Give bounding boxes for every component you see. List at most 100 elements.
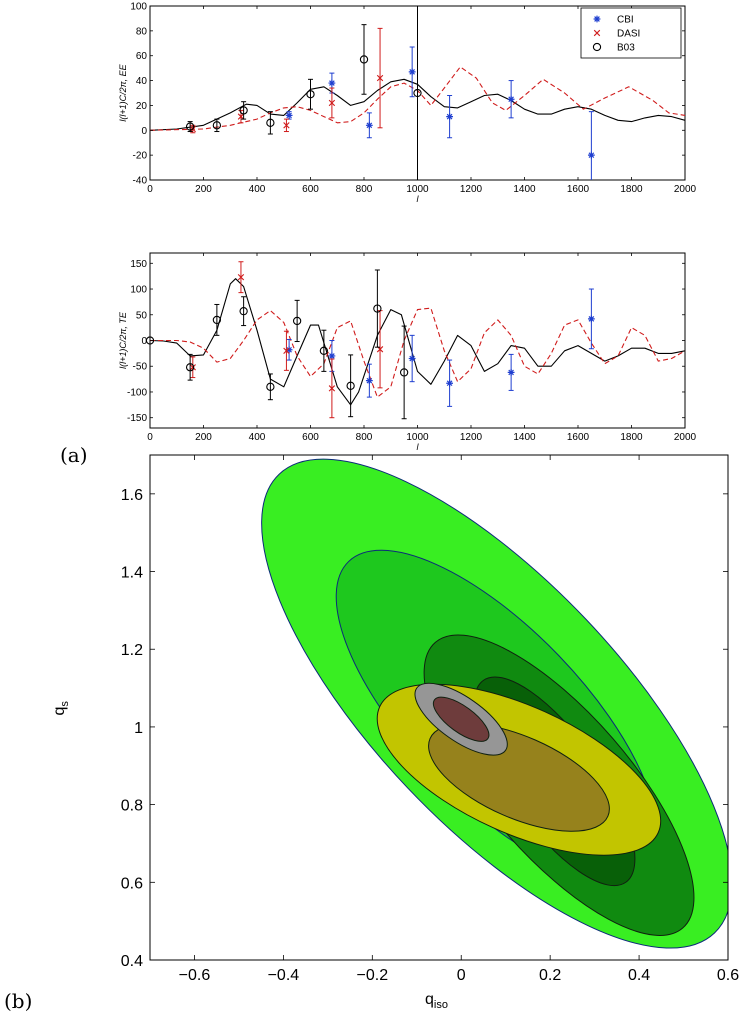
ee-ytick-label: -40 [133,176,148,187]
te-point-b03 [185,363,195,372]
ee-point-dasi [237,113,245,120]
contour-xtick-label: 0 [457,967,466,984]
te-point-b03 [145,336,155,345]
ee-point-b03 [239,106,248,115]
contour-xtick-label: −0.2 [357,967,389,984]
ee-curve-solid [149,78,686,131]
te-point-b03 [373,304,382,313]
ee-point-cbi [507,95,515,103]
ee-ytick-label: 80 [136,26,148,37]
te-point-dasi [328,385,336,392]
te-point-b03 [266,382,275,391]
te-point-dasi [189,364,196,371]
contour-xtick-label: 0.4 [628,967,650,984]
te-xtick-label: 1400 [513,432,536,443]
te-point-cbi [328,352,336,360]
te-point-b03 [346,381,355,390]
contour-xtick-label: −0.6 [179,967,211,984]
ee-ytick-label: 60 [136,51,148,62]
ee-xtick-label: 400 [249,184,266,195]
te-xtick-label: 400 [249,432,266,443]
te-xtick-label: 200 [195,432,212,443]
te-curve-dashed [150,307,686,398]
ee-ytick-label: 20 [136,101,148,112]
ee-point-b03 [306,90,315,99]
te-xtick-label: 1800 [620,432,643,443]
contour-ytick-label: 1.2 [121,642,143,659]
ee-xtick-label: 1200 [460,184,483,195]
ee-point-b03 [413,88,422,98]
contour-xtick-label: 0.2 [539,967,561,984]
contour-ytick-label: 1 [134,720,143,737]
ee-xtick-label: 1400 [513,184,536,195]
ee-ytick-label: -20 [133,151,148,162]
contour-frame [149,454,729,961]
ee-point-dasi [328,99,336,107]
te-xtick-label: 800 [356,432,373,443]
te-xtick-label: 1600 [567,432,590,443]
ee-xtick-label: 2000 [674,184,697,195]
contour-ytick-label: 1.6 [121,487,143,504]
ee-point-b03 [266,118,275,127]
panel-label-a: (a) [60,443,88,467]
te-xtick-label: 0 [147,432,153,443]
contour-panel: −0.6 −0.4 −0.2 0 0.2 0.4 0.6 0.4 0.6 0.8 1 1.2 1.4 1.… [51,454,739,1011]
ee-xtick-label: 0 [147,184,153,195]
ee-xtick-label: 200 [195,184,212,195]
te-ytick-label: -150 [127,413,147,424]
ee-y-axis-label: l(l+1)C/2π, EE [118,63,128,121]
contour-region-8 [432,696,490,742]
contour-ytick-label: 0.8 [121,798,143,815]
ee-xtick-label: 800 [356,184,373,195]
te-point-b03 [319,346,329,355]
legend-marker-cbi [593,15,601,23]
te-xtick-label: 600 [302,432,319,443]
contour-ytick-label: 0.4 [121,953,143,970]
te-xtick-label: 1000 [406,432,429,443]
te-point-dasi [283,347,290,354]
contour-ytick-label: 0.6 [121,875,143,892]
legend-label-b03: B03 [617,43,635,54]
ee-point-b03 [212,121,222,130]
ee-panel: 0 200 400 600 800 1000 1200 1400 1600 1800 2000-40… [118,2,697,205]
ee-point-cbi [408,68,416,76]
te-xtick-label: 2000 [674,432,697,443]
ee-point-dasi [376,74,384,82]
te-plot-area [149,252,686,429]
te-ytick-label: -50 [133,362,148,373]
panel-label-b: (b) [4,989,32,1013]
ee-point-dasi [283,122,290,129]
te-point-b03 [212,315,222,325]
ee-point-cbi [587,151,595,159]
te-ytick-label: 100 [130,285,147,296]
ee-xtick-label: 1600 [567,184,590,195]
contour-ytick-label: 1.4 [121,565,143,582]
ee-xtick-label: 1800 [620,184,643,195]
ee-ytick-label: 100 [130,2,147,13]
legend-label-cbi: CBI [617,15,634,26]
te-point-cbi [507,369,515,376]
contour-xtick-label: −0.4 [268,967,300,984]
te-ytick-label: 50 [136,310,148,321]
te-ytick-label: -100 [127,387,147,398]
te-ytick-label: 150 [130,259,147,270]
te-x-axis-label: l [417,442,420,452]
te-point-cbi [365,377,373,385]
legend-marker-dasi [593,29,601,37]
te-point-b03 [292,316,302,326]
te-point-b03 [399,368,409,377]
ee-xtick-label: 1000 [406,184,429,195]
ee-point-cbi [446,113,453,121]
ee-point-cbi [328,79,336,87]
te-ytick-label: 0 [141,336,147,347]
te-point-cbi [587,315,595,323]
te-xtick-label: 1200 [460,432,483,443]
ee-legend: CBI DASI B03 [580,7,682,59]
ee-point-cbi [365,121,373,129]
te-panel: 0 200 400 600 800 1000 1200 1400 1600 1800 2000-15… [118,252,697,452]
ee-point-cbi [285,111,293,119]
ee-ytick-label: 40 [136,76,148,87]
te-point-b03 [239,307,248,316]
legend-marker-b03 [592,42,602,52]
